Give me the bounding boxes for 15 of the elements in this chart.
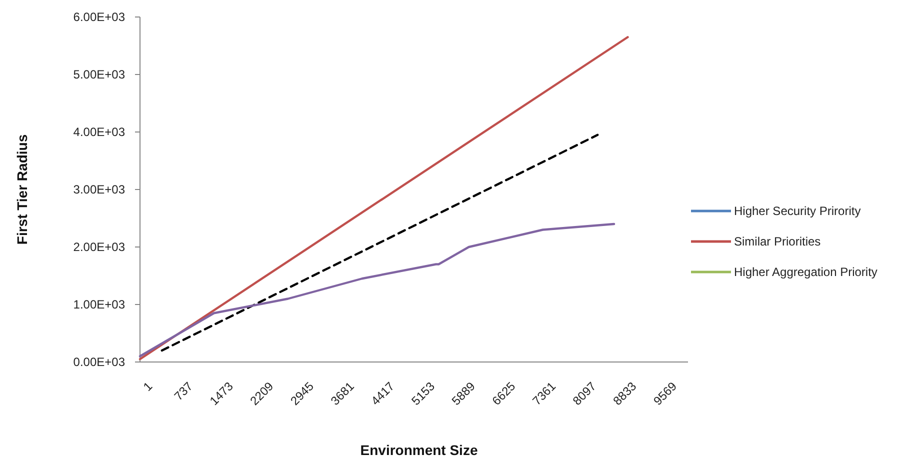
legend-label: Similar Priorities — [734, 234, 821, 249]
line-series — [138, 222, 616, 358]
y-tick-label: 4.00E+03 — [73, 125, 126, 140]
y-tick-label: 3.00E+03 — [73, 182, 126, 197]
y-axis-title: First Tier Radius — [14, 134, 30, 245]
y-tick-label: 2.00E+03 — [73, 240, 126, 254]
x-axis-title: Environment Size — [360, 442, 478, 458]
y-tick-label: 5.00E+03 — [73, 68, 126, 82]
y-tick-label: 1.00E+03 — [73, 298, 126, 312]
y-tick-label: 0.00E+03 — [73, 355, 126, 370]
x-tick-label: 1 — [140, 378, 156, 394]
legend-label: Higher Security Prirority — [734, 204, 861, 218]
legend-label: Higher Aggregation Priority — [734, 265, 878, 280]
x-tick-label: 737 — [171, 378, 196, 404]
y-tick-label: 6.00E+03 — [73, 10, 126, 24]
